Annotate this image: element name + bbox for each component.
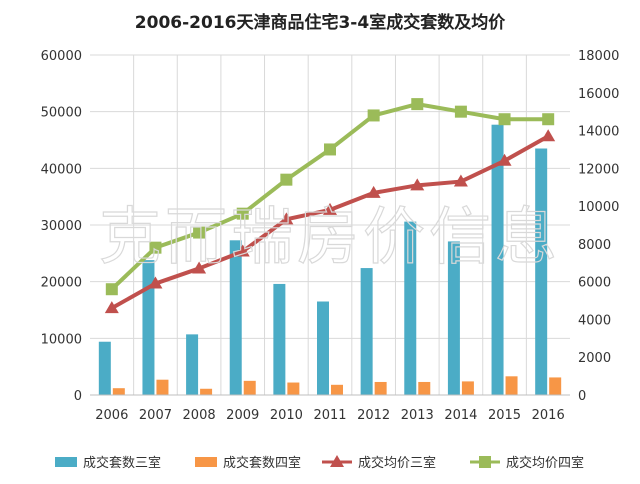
legend-label: 成交均价四室 (506, 455, 584, 471)
x-tick-label: 2008 (183, 408, 216, 423)
point-square-marker (542, 113, 555, 126)
right-tick-label: 14000 (578, 125, 619, 140)
bar-four-room (549, 377, 562, 395)
bar-four-room (374, 381, 387, 395)
right-tick-label: 6000 (578, 276, 611, 291)
point-square-marker (149, 241, 162, 254)
point-triangle-marker (323, 202, 337, 215)
left-tick-label: 20000 (41, 276, 82, 291)
left-tick-label: 30000 (41, 219, 82, 234)
point-triangle-marker (497, 153, 512, 166)
bar-three-room (273, 283, 286, 395)
right-tick-label: 4000 (578, 313, 611, 328)
right-tick-label: 0 (578, 389, 586, 404)
bar-three-room (229, 240, 242, 395)
legend: 成交套数三室 成交套数四室 成交均价三室 成交均价四室 (55, 455, 584, 471)
x-tick-label: 2010 (270, 408, 303, 423)
bar-four-room (243, 380, 256, 395)
right-tick-label: 16000 (578, 87, 619, 102)
point-triangle-marker (192, 261, 207, 274)
bar-three-room (98, 341, 111, 395)
lines (104, 98, 556, 314)
bar-four-room (112, 388, 125, 395)
left-axis-ticks: 0 10000 20000 30000 40000 50000 60000 (41, 49, 82, 404)
bar-four-room (287, 382, 300, 395)
bar-three-room (404, 221, 417, 395)
left-tick-label: 50000 (41, 106, 82, 121)
watermark-text: 克而瑞房价信息 (99, 200, 561, 273)
x-tick-label: 2014 (444, 408, 477, 423)
x-tick-label: 2015 (488, 408, 521, 423)
x-tick-label: 2007 (139, 408, 172, 423)
bar-four-room (461, 381, 474, 395)
point-triangle-marker (453, 174, 468, 187)
right-tick-label: 12000 (578, 162, 619, 177)
bar-four-room (418, 381, 431, 395)
bar-three-room (447, 241, 460, 395)
left-tick-label: 10000 (41, 332, 82, 347)
bar-four-room (200, 388, 213, 395)
bar-three-room (535, 148, 548, 395)
x-tick-label: 2013 (401, 408, 434, 423)
point-triangle-marker (148, 276, 163, 289)
x-tick-label: 2009 (226, 408, 259, 423)
x-tick-label: 2011 (313, 408, 346, 423)
left-tick-label: 0 (74, 389, 82, 404)
legend-triangle-marker (330, 455, 344, 467)
right-tick-label: 10000 (578, 200, 619, 215)
point-square-marker (280, 173, 293, 186)
point-square-marker (105, 283, 118, 296)
point-triangle-marker (235, 244, 250, 257)
point-triangle-marker (541, 129, 556, 142)
right-tick-label: 8000 (578, 238, 611, 253)
legend-square-marker (479, 456, 491, 468)
x-tick-label: 2006 (95, 408, 128, 423)
legend-swatch (195, 457, 217, 467)
point-square-marker (498, 113, 511, 126)
left-tick-label: 40000 (41, 162, 82, 177)
legend-swatch (55, 457, 77, 467)
point-square-marker (236, 207, 249, 220)
chart-title: 2006-2016天津商品住宅3-4室成交套数及均价 (135, 12, 506, 33)
point-square-marker (193, 226, 206, 239)
legend-label: 成交均价三室 (358, 455, 436, 471)
bar-three-room (360, 268, 373, 395)
right-axis-ticks: 0 2000 4000 6000 8000 10000 12000 14000 16000 180… (578, 49, 619, 404)
point-triangle-marker (104, 301, 119, 314)
gridlines (90, 54, 570, 396)
left-tick-label: 60000 (41, 49, 82, 64)
legend-label: 成交套数三室 (83, 455, 161, 471)
bar-four-room (331, 384, 343, 395)
bar-three-room (317, 301, 329, 395)
x-axis-ticks: 2006 2007 2008 2009 2010 2011 2012 2013 2014 2015… (95, 408, 564, 423)
bar-three-room (186, 334, 199, 395)
point-square-marker (324, 143, 336, 156)
bar-three-room (142, 260, 155, 395)
x-tick-label: 2016 (532, 408, 565, 423)
point-square-marker (411, 98, 424, 111)
bar-four-room (156, 379, 169, 395)
point-triangle-marker (410, 178, 425, 191)
point-square-marker (454, 105, 467, 118)
right-tick-label: 2000 (578, 351, 611, 366)
point-triangle-marker (366, 185, 381, 198)
bar-four-room (505, 376, 518, 395)
right-tick-label: 18000 (578, 49, 619, 64)
bar-three-room (491, 124, 504, 395)
x-tick-label: 2012 (357, 408, 390, 423)
point-triangle-marker (279, 212, 294, 225)
legend-label: 成交套数四室 (223, 455, 301, 471)
bars (98, 124, 562, 395)
point-square-marker (367, 109, 380, 122)
